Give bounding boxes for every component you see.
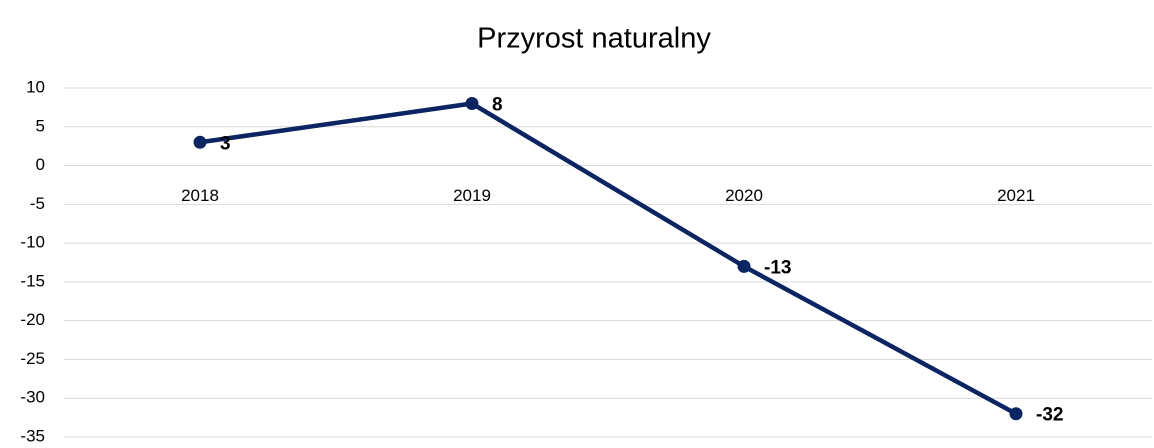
y-tick-label: -20 <box>20 310 45 329</box>
y-tick-label: -15 <box>20 271 45 290</box>
chart-title: Przyrost naturalny <box>477 23 711 55</box>
y-tick-label: -35 <box>20 426 45 445</box>
x-tick-label: 2019 <box>453 186 491 205</box>
data-line <box>199 101 1018 416</box>
data-label: -32 <box>1036 405 1063 426</box>
y-tick-label: -30 <box>20 388 45 407</box>
y-tick-label: 10 <box>26 77 45 96</box>
x-tick-label: 2021 <box>997 186 1035 205</box>
y-tick-label: 0 <box>36 155 45 174</box>
y-tick-label: -10 <box>20 233 45 252</box>
y-tick-label: -25 <box>20 349 45 368</box>
y-tick-label: 5 <box>36 116 45 135</box>
data-label: 8 <box>492 95 503 116</box>
data-point <box>193 135 207 149</box>
data-label: 3 <box>220 133 231 154</box>
x-tick-label: 2020 <box>725 186 763 205</box>
data-point <box>1009 407 1023 421</box>
data-point <box>465 97 479 111</box>
data-label: -13 <box>764 257 791 278</box>
y-tick-label: -5 <box>30 194 45 213</box>
data-point <box>737 259 751 273</box>
x-tick-label: 2018 <box>181 186 219 205</box>
